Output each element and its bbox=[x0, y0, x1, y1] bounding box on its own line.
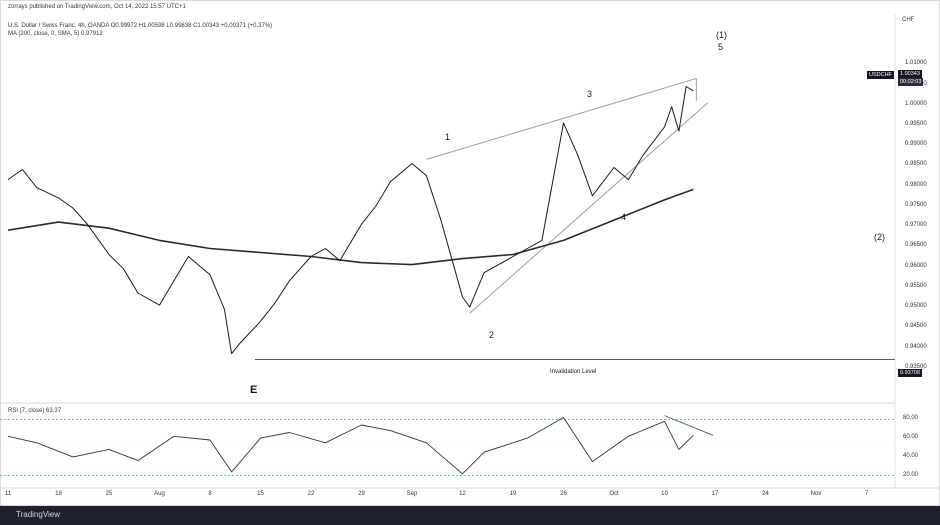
symbol-ohlc: U.S. Dollar / Swiss Franc, 4h, OANDA O0.… bbox=[8, 23, 273, 29]
rsi-legend: RSI (7, close) 63.37 bbox=[8, 408, 62, 414]
symbol-badge: USDCHF bbox=[867, 71, 894, 79]
wedge-upper-trendline bbox=[426, 77, 697, 160]
invalidation-label: Invalidation Level bbox=[548, 369, 599, 375]
price-tick-label: 1.01000 bbox=[905, 60, 927, 67]
ma-200-line bbox=[7, 188, 694, 266]
time-tick-label: 25 bbox=[105, 491, 113, 497]
time-tick-label: Nov bbox=[810, 491, 822, 497]
rsi-line bbox=[7, 417, 694, 475]
price-tick-label: 0.95500 bbox=[905, 282, 927, 289]
wave-4-label: 4 bbox=[621, 212, 627, 222]
wave-paren-1-label: (1) bbox=[716, 30, 727, 40]
time-tick-label: 11 bbox=[4, 491, 12, 497]
time-tick-label: 18 bbox=[55, 491, 62, 497]
price-tick-label: 0.98000 bbox=[905, 181, 927, 188]
tradingview-brand: TradingView bbox=[16, 510, 61, 519]
rsi-tick-label: 40.00 bbox=[903, 452, 919, 459]
price-tick-label: 0.95000 bbox=[905, 303, 927, 310]
price-tick-label: 0.93500 bbox=[905, 363, 927, 370]
price-tick-label: 0.99000 bbox=[905, 141, 927, 148]
time-tick-label: 17 bbox=[711, 491, 719, 497]
currency-label: CHF bbox=[902, 17, 915, 23]
price-line bbox=[7, 86, 694, 355]
time-tick-label: Oct bbox=[609, 491, 619, 497]
wave-3-label: 3 bbox=[587, 89, 593, 99]
time-tick-label: Sep bbox=[406, 491, 418, 497]
price-tick-label: 0.97000 bbox=[905, 222, 927, 229]
time-tick-label: 7 bbox=[864, 491, 869, 497]
rsi-tick-label: 60.00 bbox=[903, 434, 919, 441]
rsi-tick-label: 80.00 bbox=[903, 415, 919, 422]
price-tick-label: 0.99500 bbox=[905, 121, 927, 127]
price-tick-label: 0.98500 bbox=[905, 161, 927, 168]
rsi-tick-label: 20.00 bbox=[903, 471, 919, 478]
ma-legend: MA (200, close, 0, SMA, 5) 0.97912 bbox=[8, 31, 103, 37]
price-tick-label: 1.00000 bbox=[905, 100, 927, 107]
footer-bar: TradingView bbox=[0, 506, 940, 525]
time-tick-label: Aug bbox=[154, 491, 165, 497]
wave-e-label: E bbox=[250, 384, 258, 396]
invalidation-badge: 0.93708 bbox=[898, 369, 922, 377]
outer-border bbox=[0, 0, 940, 506]
wave-1-label: 1 bbox=[445, 132, 451, 142]
price-tick-label: 0.94000 bbox=[905, 343, 927, 350]
price-tick-label: 0.97500 bbox=[905, 201, 927, 208]
publish-info: zorrays published on TradingView.com, Oc… bbox=[8, 4, 186, 10]
wedge-lower-trendline bbox=[469, 102, 709, 314]
rsi-divergence-line bbox=[664, 415, 714, 436]
countdown-badge: 00:02:03 bbox=[898, 78, 924, 86]
time-tick-label: 12 bbox=[459, 491, 466, 497]
time-tick-label: 19 bbox=[509, 491, 517, 497]
time-tick-label: 10 bbox=[661, 491, 668, 497]
time-tick-label: 26 bbox=[560, 491, 567, 497]
wave-2-label: 2 bbox=[489, 330, 495, 340]
time-tick-label: 29 bbox=[358, 491, 365, 497]
wave-paren-2-label: (2) bbox=[874, 232, 885, 242]
time-tick-label: 8 bbox=[208, 491, 212, 497]
last-price-badge: 1.00343 bbox=[898, 70, 922, 78]
price-tick-label: 0.94500 bbox=[905, 323, 927, 330]
wave-5-label: 5 bbox=[718, 42, 724, 52]
time-tick-label: 24 bbox=[762, 491, 769, 497]
price-tick-label: 0.96000 bbox=[905, 262, 927, 269]
price-tick-label: 0.96500 bbox=[905, 242, 927, 249]
time-tick-label: 22 bbox=[307, 491, 315, 497]
time-tick-label: 15 bbox=[257, 491, 264, 497]
